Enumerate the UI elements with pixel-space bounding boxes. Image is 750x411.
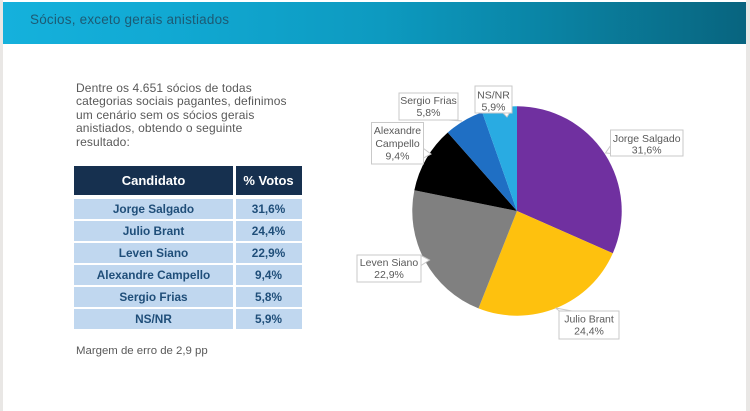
- svg-text:NS/NR: NS/NR: [477, 90, 510, 102]
- svg-text:Campello: Campello: [375, 138, 420, 150]
- svg-text:5,8%: 5,8%: [417, 107, 441, 119]
- svg-text:Sergio Frias: Sergio Frias: [400, 95, 457, 107]
- svg-text:Leven Siano: Leven Siano: [360, 257, 419, 269]
- svg-text:31,6%: 31,6%: [632, 145, 662, 157]
- svg-text:24,4%: 24,4%: [574, 326, 604, 338]
- svg-text:Jorge Salgado: Jorge Salgado: [613, 133, 681, 145]
- svg-text:Julio Brant: Julio Brant: [564, 314, 614, 326]
- svg-text:9,4%: 9,4%: [386, 150, 410, 162]
- svg-text:22,9%: 22,9%: [374, 269, 404, 281]
- svg-text:Alexandre: Alexandre: [374, 125, 421, 137]
- svg-text:5,9%: 5,9%: [482, 102, 506, 114]
